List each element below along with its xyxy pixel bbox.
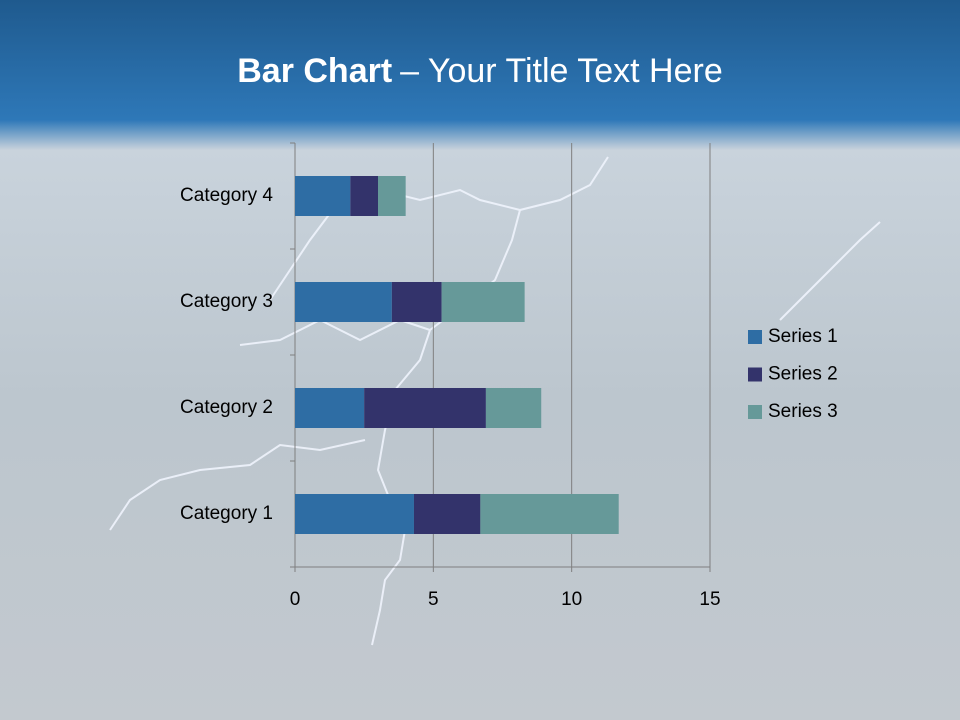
y-tick-label: Category 4 <box>180 185 273 206</box>
legend-swatch <box>748 367 762 382</box>
chart-title: Bar Chart – Your Title Text Here <box>0 52 960 91</box>
bar-segment <box>295 494 414 534</box>
bar-segment <box>485 388 542 428</box>
title-bold: Bar Chart <box>237 52 393 90</box>
y-tick-label: Category 2 <box>180 397 273 418</box>
bar-segment <box>480 494 619 534</box>
bar-segment <box>295 282 392 322</box>
bar-segment <box>295 176 351 216</box>
bar-segment <box>378 176 406 216</box>
y-tick-label: Category 3 <box>180 291 273 312</box>
legend-swatch <box>748 330 762 344</box>
x-tick-label: 0 <box>290 589 301 610</box>
x-tick-label: 15 <box>699 589 720 610</box>
bar-segment <box>391 282 442 322</box>
bar-segment <box>364 388 486 428</box>
bar-segment <box>441 282 525 322</box>
bar-segment <box>413 494 481 534</box>
bar-segment <box>295 388 365 428</box>
y-tick-label: Category 1 <box>180 503 273 524</box>
title-rest: – Your Title Text Here <box>400 52 723 90</box>
x-tick-label: 10 <box>561 589 582 610</box>
legend-label: Series 3 <box>768 401 838 422</box>
legend-swatch <box>748 405 762 419</box>
legend-label: Series 2 <box>768 364 838 385</box>
x-tick-label: 5 <box>428 589 439 610</box>
legend-label: Series 1 <box>768 326 838 347</box>
bar-segment <box>350 176 378 216</box>
